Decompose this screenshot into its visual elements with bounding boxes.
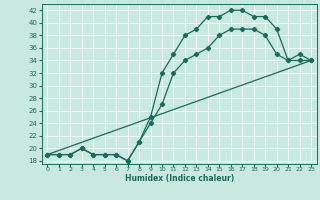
X-axis label: Humidex (Indice chaleur): Humidex (Indice chaleur) xyxy=(124,174,234,183)
